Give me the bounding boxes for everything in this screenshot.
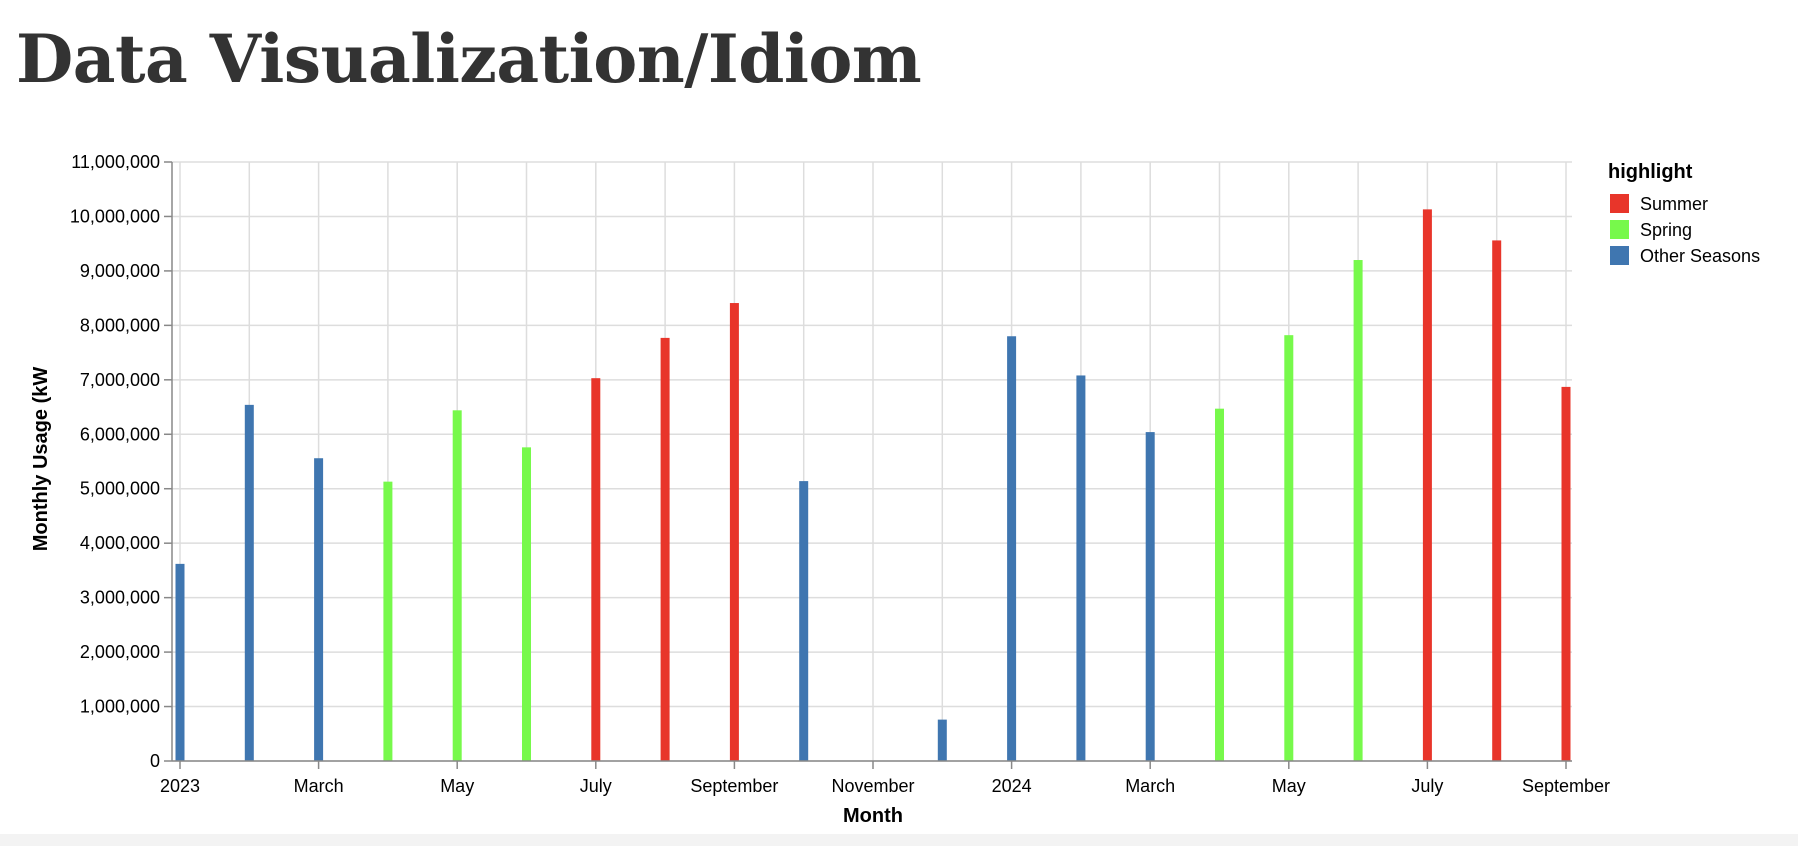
y-tick-label: 10,000,000 [70, 206, 160, 226]
bar [314, 458, 324, 761]
bottom-strip [0, 834, 1798, 846]
bar [1422, 209, 1432, 761]
axes [164, 161, 1572, 769]
bar [175, 563, 185, 761]
x-tick-label: September [690, 776, 778, 796]
x-axis-title: Month [843, 805, 903, 827]
bar [1007, 336, 1017, 761]
y-tick-label: 11,000,000 [71, 152, 160, 172]
x-tick-label: May [1272, 776, 1306, 796]
x-tick-label: July [1411, 776, 1443, 796]
bar [244, 404, 254, 761]
bar [1215, 408, 1224, 761]
y-tick-label: 2,000,000 [80, 642, 160, 662]
x-tick-label: May [440, 776, 474, 796]
y-tick-label: 8,000,000 [80, 315, 160, 335]
legend: highlight Summer Spring Other Seasons [1608, 161, 1760, 266]
x-tick-label: 2024 [992, 776, 1032, 796]
x-tick-label: 2023 [160, 776, 200, 796]
x-tick-label: July [580, 776, 612, 796]
y-tick-label: 9,000,000 [80, 261, 160, 281]
y-tick-label: 4,000,000 [80, 533, 160, 553]
bar [729, 303, 739, 761]
x-tick-label: March [1125, 776, 1175, 796]
y-tick-label: 1,000,000 [80, 697, 160, 717]
legend-swatch [1610, 220, 1629, 239]
bar [1284, 335, 1294, 761]
y-tick-label: 0 [150, 751, 160, 771]
bar [660, 337, 670, 761]
legend-label: Spring [1640, 220, 1692, 240]
bars [175, 209, 1571, 761]
legend-swatch [1610, 246, 1629, 265]
legend-label: Summer [1640, 194, 1708, 214]
x-tick-label: March [294, 776, 344, 796]
bar [1561, 386, 1571, 761]
x-tick-label: November [831, 776, 914, 796]
bar [799, 481, 809, 761]
bar [591, 378, 601, 761]
legend-label: Other Seasons [1640, 246, 1760, 266]
y-tick-label: 5,000,000 [80, 479, 160, 499]
page-title: Data Visualization/Idiom [16, 20, 922, 98]
bar [383, 481, 393, 761]
bar [452, 410, 462, 761]
y-tick-label: 6,000,000 [80, 424, 160, 444]
bar [1076, 375, 1086, 761]
bar [1145, 432, 1155, 761]
legend-title: highlight [1608, 161, 1693, 183]
y-tick-label: 7,000,000 [80, 370, 160, 390]
tick-labels: 0 1,000,000 2,000,000 3,000,000 4,000,000 5,0… [70, 152, 1610, 796]
bar [937, 719, 947, 761]
bar [522, 447, 531, 761]
bar [1492, 240, 1502, 761]
y-tick-label: 3,000,000 [80, 588, 160, 608]
y-axis-title: Monthly Usage (kW [30, 367, 52, 552]
legend-swatch [1610, 194, 1629, 213]
bar [1353, 260, 1363, 761]
x-tick-label: September [1522, 776, 1610, 796]
